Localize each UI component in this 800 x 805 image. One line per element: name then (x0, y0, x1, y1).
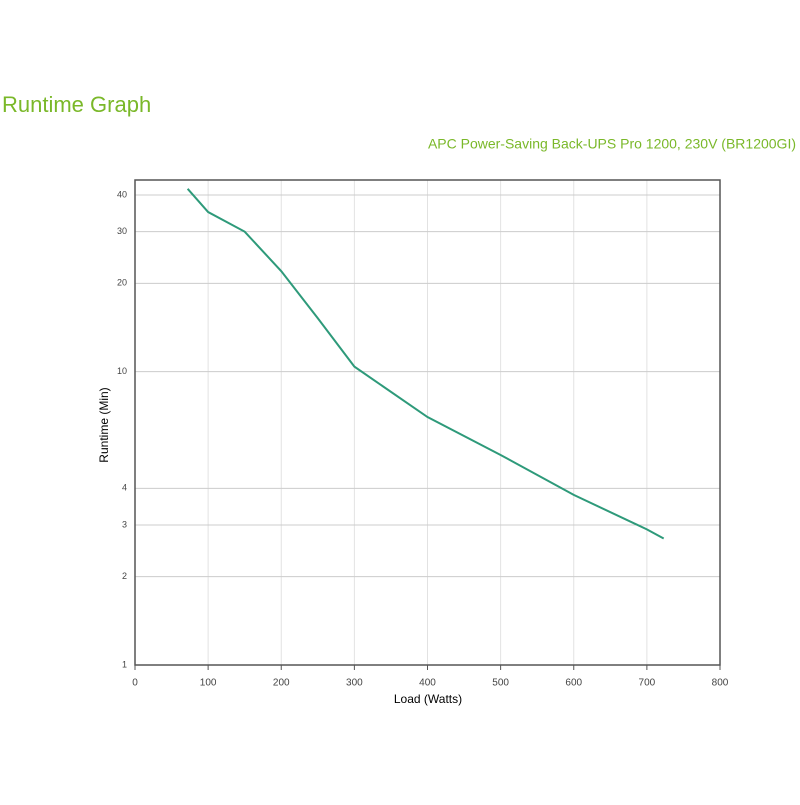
x-tick-label: 0 (132, 678, 138, 689)
y-tick-label: 1 (122, 659, 127, 669)
y-tick-label: 40 (117, 189, 127, 199)
y-tick-label: 3 (122, 519, 127, 529)
y-axis-label: Runtime (Min) (97, 387, 111, 462)
x-tick-label: 400 (419, 678, 436, 689)
y-tick-label: 10 (117, 366, 127, 376)
x-tick-label: 200 (273, 678, 290, 689)
x-tick-label: 100 (200, 678, 217, 689)
y-tick-label: 2 (122, 571, 127, 581)
chart-title: Runtime Graph (2, 92, 151, 117)
chart-subtitle: APC Power-Saving Back-UPS Pro 1200, 230V… (428, 136, 796, 152)
x-tick-label: 300 (346, 678, 363, 689)
plot-frame (134, 179, 721, 666)
runtime-line (186, 188, 665, 540)
y-tick-label: 20 (117, 278, 127, 288)
x-tick-label: 600 (565, 678, 582, 689)
y-tick-label: 4 (122, 483, 127, 493)
x-axis-label: Load (Watts) (394, 692, 462, 706)
y-tick-label: 30 (117, 226, 127, 236)
x-tick-label: 800 (712, 678, 729, 689)
x-tick-label: 500 (492, 678, 509, 689)
x-tick-label: 700 (639, 678, 656, 689)
